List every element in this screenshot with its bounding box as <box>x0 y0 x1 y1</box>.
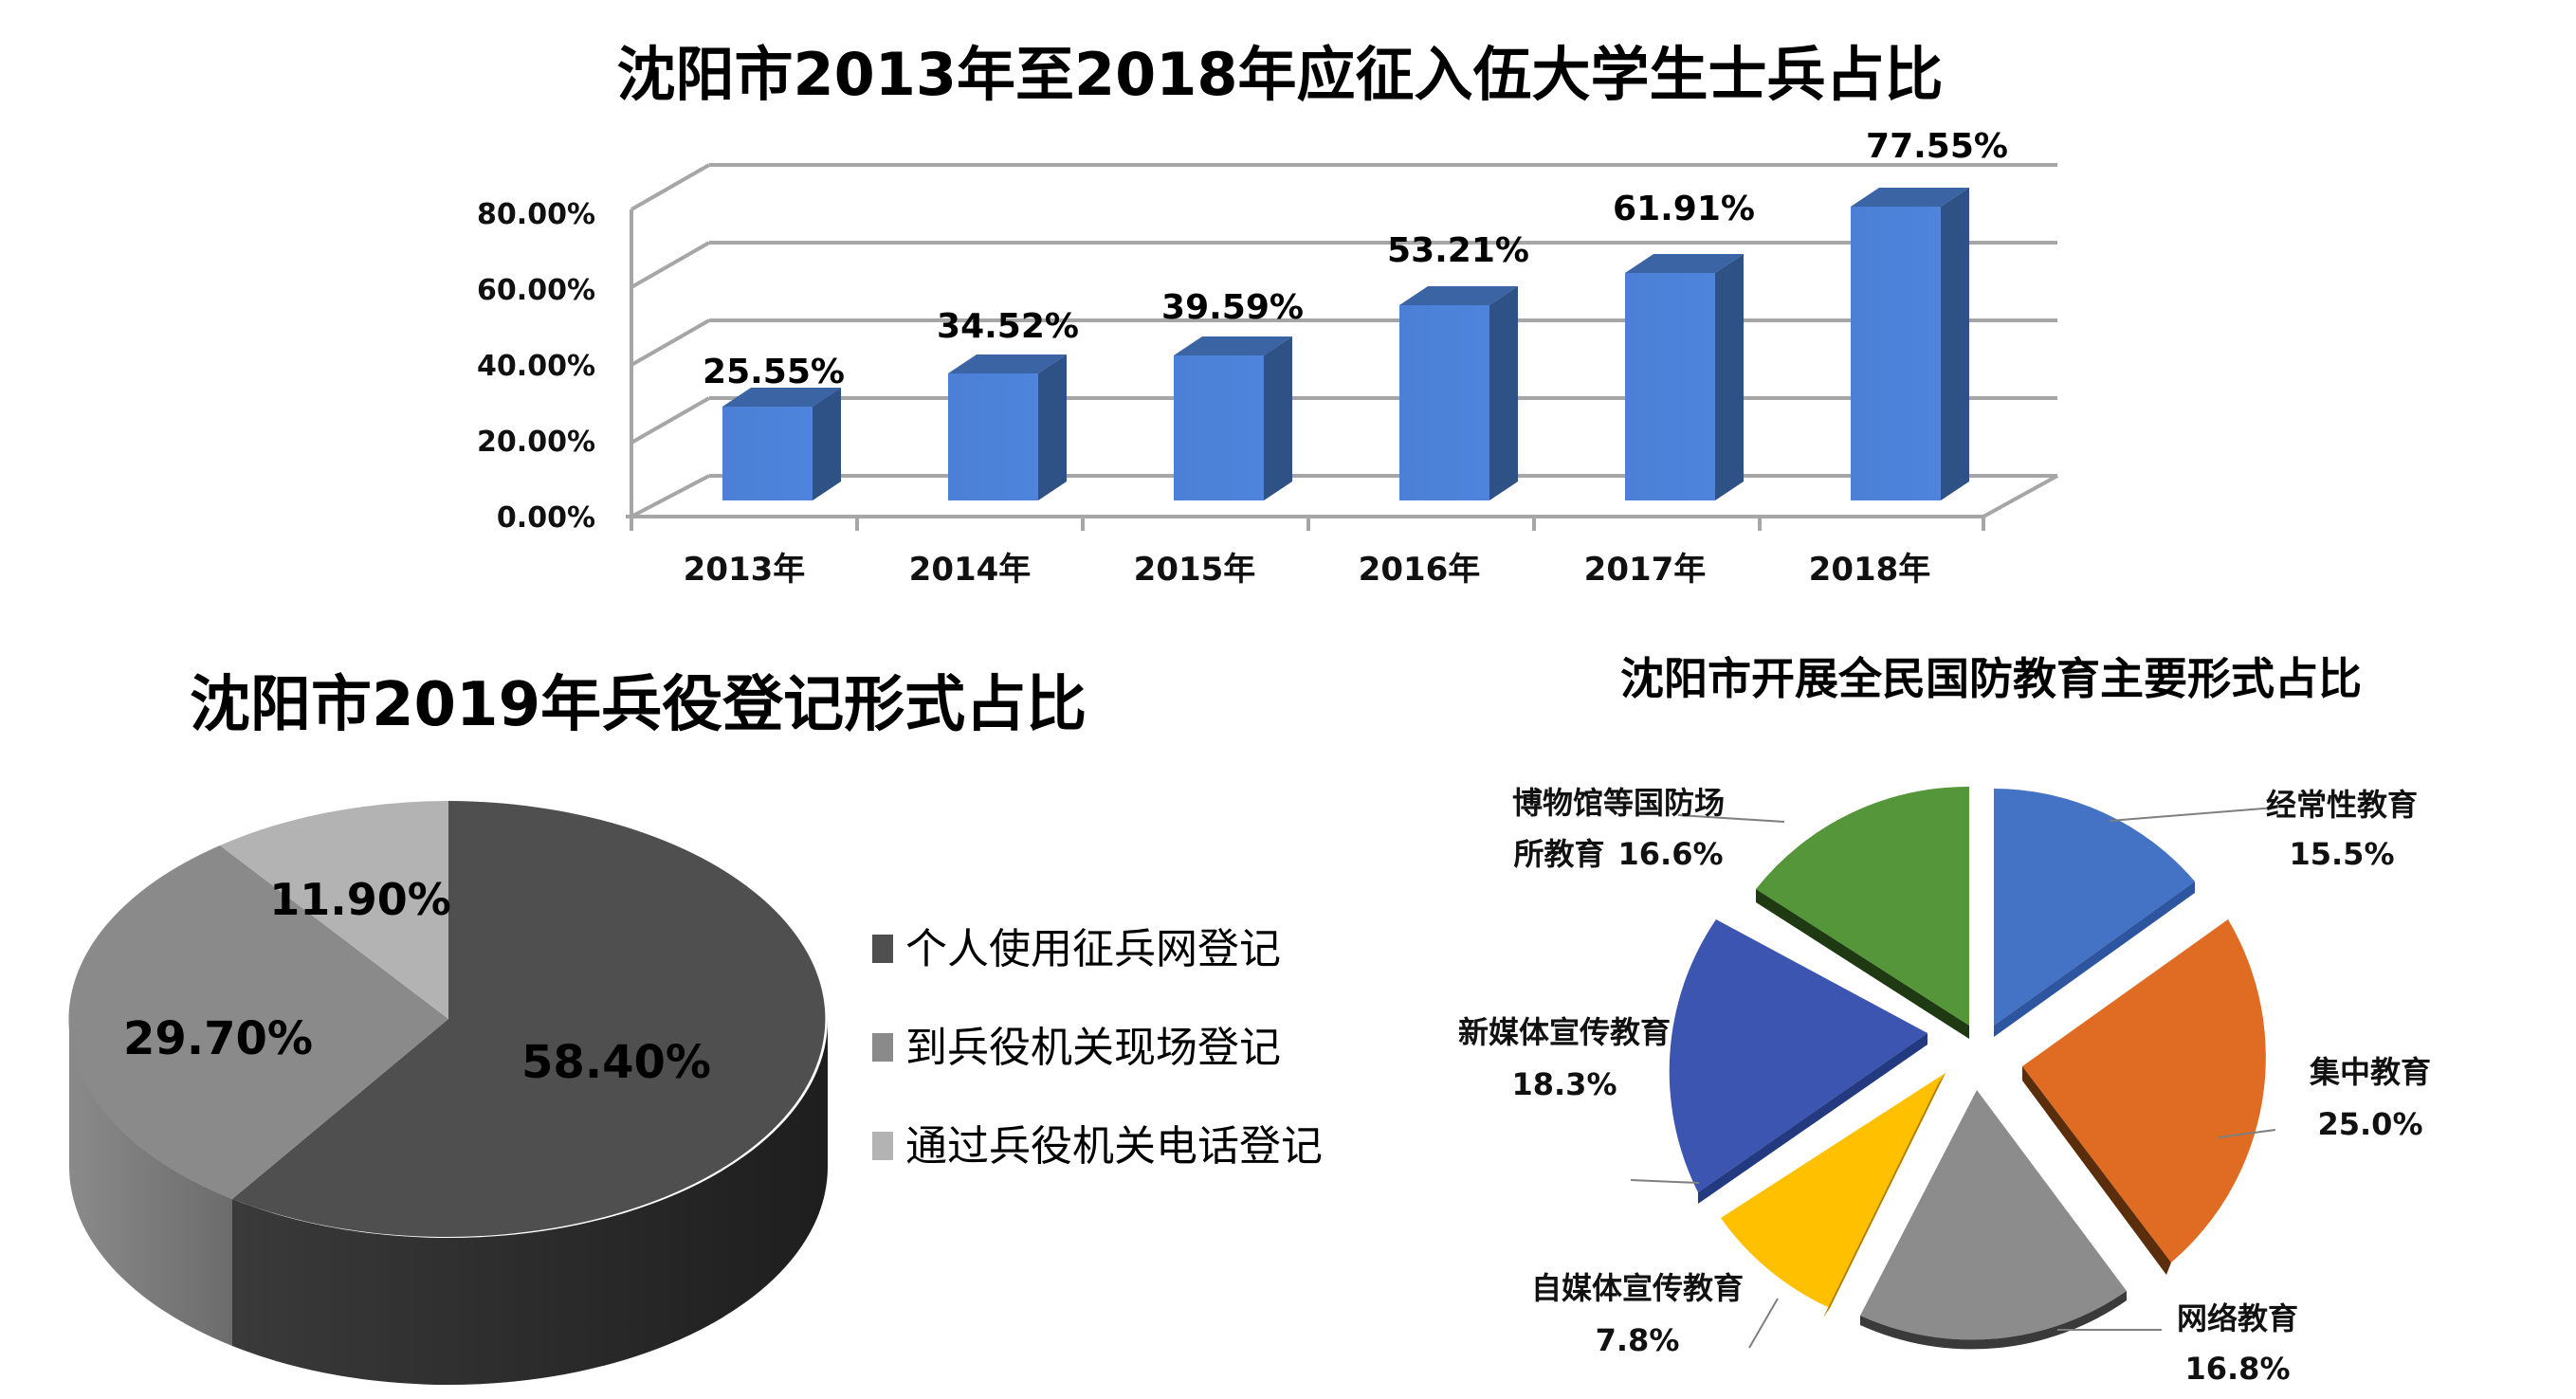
legend-label: 到兵役机关现场登记 <box>905 1024 1281 1072</box>
y-tick: 60.00% <box>477 274 595 307</box>
y-tick: 80.00% <box>477 198 595 231</box>
bar-2018[interactable] <box>1851 188 1969 500</box>
bar-2014[interactable] <box>948 354 1067 500</box>
legend-label: 个人使用征兵网登记 <box>905 925 1281 973</box>
registration-pie-chart: 沈阳市2019年兵役登记形式占比 58.40% 29.70% 11.90% 个人… <box>68 670 1323 1386</box>
data-label: 39.59% <box>1161 288 1304 327</box>
pie2-slices <box>1669 786 2266 1350</box>
legend-item[interactable]: 到兵役机关现场登记 <box>872 1024 1281 1072</box>
y-tick: 0.00% <box>497 501 595 535</box>
grid-lines <box>626 163 2058 518</box>
x-tick: 2015年 <box>1134 551 1256 589</box>
data-label: 53.21% <box>1387 231 1529 270</box>
slice-new-media-education[interactable] <box>1669 919 1927 1204</box>
x-tick: 2016年 <box>1359 551 1481 589</box>
leader-lines <box>1630 807 2276 1349</box>
slice-concentrated-education[interactable] <box>2022 919 2266 1275</box>
slice-online-registration[interactable] <box>232 801 826 1237</box>
legend-label: 通过兵役机关电话登记 <box>905 1122 1323 1171</box>
data-label: 25.55% <box>703 353 845 391</box>
pie2-labels: 经常性教育 15.5% 集中教育 25.0% 网络教育 16.8% 自媒体宣传教… <box>1458 785 2431 1387</box>
y-axis-labels: 0.00% 20.00% 40.00% 60.00% 80.00% <box>477 198 595 535</box>
value-label: 7.8% <box>1596 1322 1680 1358</box>
data-label: 77.55% <box>1866 127 2008 166</box>
category-label-line2: 所教育 <box>1513 836 1604 872</box>
bar-2015[interactable] <box>1174 336 1292 500</box>
pie1-slices <box>68 801 826 1237</box>
legend-item[interactable]: 通过兵役机关电话登记 <box>872 1122 1323 1171</box>
pie1-legend: 个人使用征兵网登记 到兵役机关现场登记 通过兵役机关电话登记 <box>872 925 1323 1171</box>
value-label: 25.0% <box>2317 1106 2422 1142</box>
category-label: 所教育 16.6% <box>1513 836 1723 872</box>
legend-item[interactable]: 个人使用征兵网登记 <box>872 925 1281 973</box>
bar-chart-title: 沈阳市2013年至2018年应征入伍大学生士兵占比 <box>616 40 1943 109</box>
slice-museum-education[interactable] <box>1756 786 1969 1039</box>
y-tick: 40.00% <box>477 350 595 383</box>
value-label: 16.6% <box>1618 836 1724 872</box>
category-label: 网络教育 <box>2177 1300 2298 1336</box>
slice-phone-registration[interactable] <box>220 801 448 1019</box>
category-label: 新媒体宣传教育 <box>1458 1014 1671 1050</box>
category-label: 集中教育 <box>2309 1054 2431 1090</box>
value-label: 16.8% <box>2184 1351 2290 1387</box>
bar-2016[interactable] <box>1399 286 1518 500</box>
x-tick: 2018年 <box>1809 551 1931 589</box>
x-tick: 2017年 <box>1584 551 1707 589</box>
slice-label: 58.40% <box>521 1036 711 1089</box>
pie1-title: 沈阳市2019年兵役登记形式占比 <box>190 670 1087 740</box>
bar-2013[interactable] <box>722 388 841 500</box>
category-label: 自媒体宣传教育 <box>1531 1270 1744 1306</box>
x-tick: 2013年 <box>684 551 806 589</box>
pie1-sides <box>68 1019 829 1386</box>
data-label: 61.91% <box>1613 190 1755 228</box>
slice-regular-education[interactable] <box>1994 789 2195 1037</box>
education-pie-chart: 沈阳市开展全民国防教育主要形式占比 <box>1458 653 2431 1387</box>
bar-2017[interactable] <box>1625 254 1744 500</box>
data-labels: 25.55% 34.52% 39.59% 53.21% 61.91% 77.55… <box>703 127 2008 391</box>
value-label: 18.3% <box>1511 1066 1617 1102</box>
x-axis-labels: 2013年 2014年 2015年 2016年 2017年 2018年 <box>684 551 1931 589</box>
slice-label: 29.70% <box>123 1012 313 1065</box>
bars <box>722 188 1969 500</box>
x-tick: 2014年 <box>909 551 1032 589</box>
slice-online-education[interactable] <box>1860 1090 2127 1350</box>
category-label: 博物馆等国防场 <box>1512 785 1725 821</box>
category-label: 经常性教育 <box>2266 787 2418 823</box>
x-ticks <box>630 517 1985 531</box>
pie1-slice-labels: 58.40% 29.70% 11.90% <box>123 874 711 1089</box>
slice-self-media-education[interactable] <box>1721 1073 1946 1317</box>
value-label: 15.5% <box>2289 836 2394 872</box>
bar-chart: 沈阳市2013年至2018年应征入伍大学生士兵占比 0.00% 20.00% <box>477 40 2058 589</box>
slice-label: 11.90% <box>269 874 451 925</box>
pie2-title: 沈阳市开展全民国防教育主要形式占比 <box>1620 653 2362 704</box>
data-label: 34.52% <box>937 307 1079 346</box>
slice-onsite-registration[interactable] <box>68 845 448 1199</box>
y-tick: 20.00% <box>477 426 595 459</box>
